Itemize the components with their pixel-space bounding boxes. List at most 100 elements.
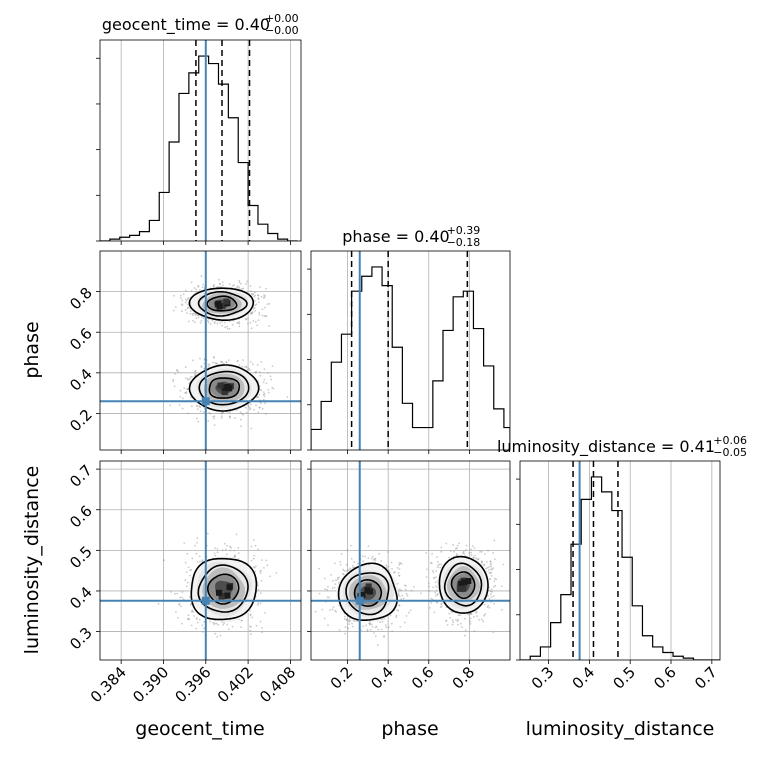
sample-point xyxy=(187,297,190,299)
title-geocent_time: geocent_time = 0.40+0.00−0.00 xyxy=(102,12,299,37)
sample-point xyxy=(490,574,493,577)
sample-point xyxy=(275,572,278,574)
sample-point xyxy=(435,570,438,572)
sample-point xyxy=(203,621,206,623)
sample-point xyxy=(191,405,193,408)
sample-point xyxy=(216,635,219,638)
sample-point xyxy=(187,617,190,620)
title-minus-geocent_time: −0.00 xyxy=(265,24,299,37)
sample-point xyxy=(263,566,265,569)
sample-point xyxy=(213,552,216,555)
sample-point xyxy=(185,571,188,573)
sample-point xyxy=(349,567,352,570)
sample-point xyxy=(253,306,256,309)
sample-point xyxy=(216,551,219,554)
sample-point xyxy=(356,620,359,623)
sample-point xyxy=(191,557,194,560)
panel-geocent_time-phase-grid xyxy=(100,251,301,450)
sample-point xyxy=(493,539,496,542)
sample-point xyxy=(436,593,438,596)
sample-point xyxy=(250,545,253,548)
sample-point xyxy=(260,569,262,572)
sample-point xyxy=(440,605,443,608)
sample-point xyxy=(480,551,483,553)
density-core-cell xyxy=(359,592,366,598)
density-core-cell xyxy=(465,578,472,584)
sample-point xyxy=(228,320,231,323)
sample-point xyxy=(479,550,482,553)
sample-point xyxy=(250,559,253,562)
sample-point xyxy=(464,629,467,631)
sample-point xyxy=(370,557,373,560)
sample-point xyxy=(480,560,483,562)
density-core-cell xyxy=(365,583,372,590)
sample-point xyxy=(493,602,495,605)
sample-point xyxy=(189,574,192,577)
sample-point xyxy=(346,549,349,551)
sample-point xyxy=(163,559,166,562)
sample-point xyxy=(428,585,430,588)
sample-point xyxy=(197,314,200,317)
sample-point xyxy=(329,609,331,611)
sample-point xyxy=(190,375,193,378)
sample-point xyxy=(257,604,259,606)
sample-point xyxy=(186,312,188,314)
sample-point xyxy=(180,310,183,313)
sample-point xyxy=(440,550,443,553)
sample-point xyxy=(469,613,472,615)
sample-point xyxy=(201,560,203,563)
sample-point xyxy=(194,321,196,323)
sample-point xyxy=(212,621,214,624)
hist-luminosity_distance-frame xyxy=(519,460,721,661)
sample-point xyxy=(385,566,388,569)
sample-point xyxy=(267,372,269,374)
sample-point xyxy=(257,602,260,605)
sample-point xyxy=(187,566,190,569)
sample-point xyxy=(189,569,192,572)
sample-point xyxy=(407,611,410,614)
sample-point xyxy=(216,547,219,550)
sample-point xyxy=(352,619,355,622)
sample-point xyxy=(349,619,351,622)
sample-point xyxy=(254,544,257,547)
sample-point xyxy=(456,620,459,623)
density-core-cell xyxy=(221,389,228,396)
sample-point xyxy=(265,382,268,385)
contour-line xyxy=(438,555,489,614)
sample-point xyxy=(263,315,266,318)
sample-point xyxy=(341,572,344,575)
sample-point xyxy=(263,368,266,371)
sample-point xyxy=(252,566,255,568)
sample-point xyxy=(490,596,493,598)
sample-point xyxy=(245,365,248,368)
sample-point xyxy=(265,413,268,415)
sample-point xyxy=(249,629,252,632)
sample-point xyxy=(257,294,260,297)
sample-point xyxy=(456,544,459,547)
sample-point xyxy=(255,565,257,568)
sample-point xyxy=(470,551,472,554)
sample-point xyxy=(226,325,229,328)
density-core-cell xyxy=(217,382,224,389)
sample-point xyxy=(240,425,243,428)
sample-point xyxy=(225,361,228,364)
panel-phase-luminosity_distance-grid xyxy=(311,461,510,660)
sample-point xyxy=(492,595,495,597)
sample-point xyxy=(180,303,183,306)
sample-point xyxy=(335,611,338,613)
sample-point xyxy=(206,320,209,322)
sample-point xyxy=(213,283,215,286)
sample-point xyxy=(243,366,246,368)
sample-point xyxy=(445,542,448,545)
sample-point xyxy=(380,560,383,562)
sample-point xyxy=(189,310,192,312)
density-core-cell xyxy=(224,592,231,599)
sample-point xyxy=(398,574,401,577)
sample-point xyxy=(185,299,188,302)
sample-point xyxy=(221,411,224,414)
sample-point xyxy=(374,635,377,638)
sample-point xyxy=(263,294,265,296)
sample-point xyxy=(481,561,484,563)
sample-point xyxy=(213,623,216,626)
sample-point xyxy=(250,293,253,295)
